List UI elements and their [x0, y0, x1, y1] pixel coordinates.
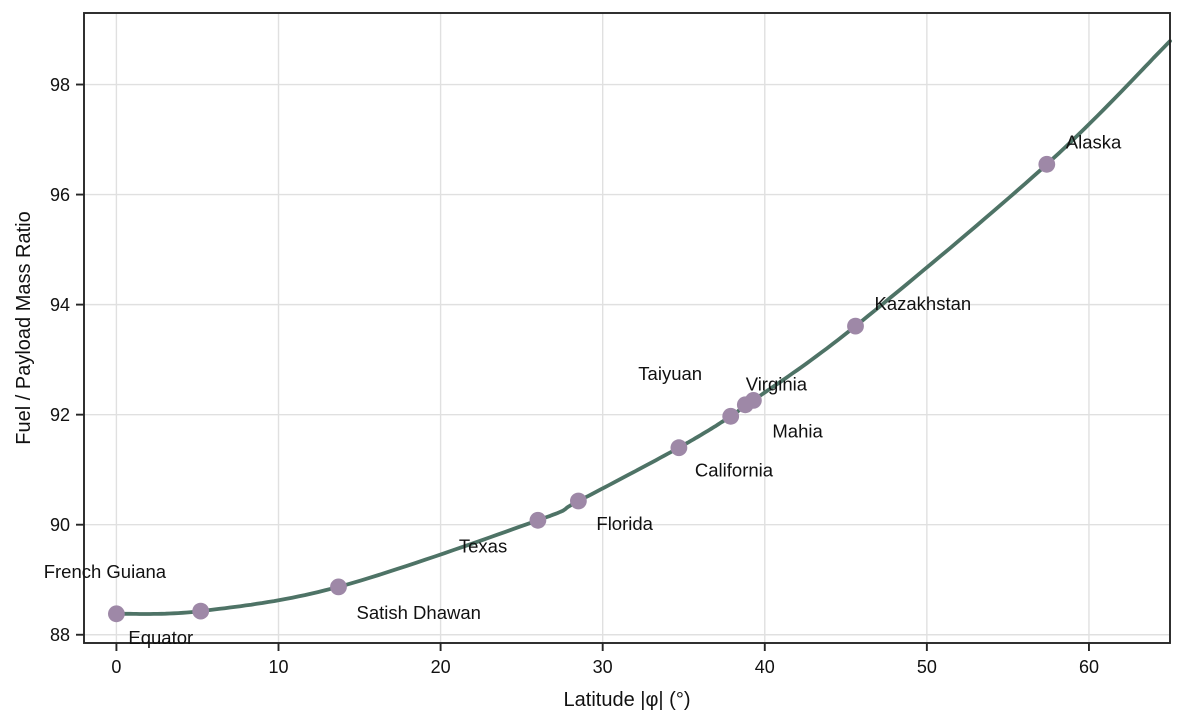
data-point-mahia	[745, 392, 762, 409]
y-axis-label: Fuel / Payload Mass Ratio	[13, 211, 35, 444]
data-point-satish-dhawan	[330, 578, 347, 596]
x-tick-label: 60	[1079, 657, 1099, 677]
data-point-virginia	[722, 407, 740, 425]
site-label-florida: Florida	[596, 513, 653, 534]
data-point-california	[670, 439, 688, 457]
y-tick-label: 98	[50, 75, 70, 95]
y-tick-label: 88	[50, 625, 70, 645]
site-label-taiyuan: Taiyuan	[638, 363, 702, 384]
site-label-french-guiana: French Guiana	[44, 561, 167, 582]
site-label-satish-dhawan: Satish Dhawan	[357, 602, 481, 623]
y-tick-label: 96	[50, 185, 70, 205]
x-tick-label: 0	[111, 657, 121, 677]
y-tick-label: 90	[50, 515, 70, 535]
data-point-texas	[529, 511, 547, 529]
site-label-texas: Texas	[459, 535, 507, 556]
x-tick-label: 40	[755, 657, 775, 677]
data-point-florida	[570, 492, 587, 510]
site-label-mahia: Mahia	[772, 420, 823, 441]
data-point-alaska	[1038, 155, 1056, 173]
site-label-california: California	[695, 460, 774, 481]
x-tick-label: 30	[593, 657, 613, 677]
plot-spines	[83, 12, 1171, 644]
x-tick-label: 20	[431, 657, 451, 677]
fuel-ratio-curve	[114, 39, 1172, 616]
data-point-kazakhstan	[847, 317, 864, 335]
site-label-alaska: Alaska	[1066, 131, 1122, 152]
data-point-french-guiana	[192, 602, 210, 620]
data-point-equator	[108, 605, 125, 623]
site-label-kazakhstan: Kazakhstan	[875, 293, 972, 314]
x-tick-label: 10	[268, 657, 288, 677]
x-axis-label: Latitude |φ| (°)	[564, 689, 691, 711]
site-label-equator: Equator	[128, 627, 193, 648]
site-label-virginia: Virginia	[746, 373, 808, 394]
y-tick-label: 92	[50, 405, 70, 425]
x-tick-label: 50	[917, 657, 937, 677]
y-tick-label: 94	[50, 295, 70, 315]
